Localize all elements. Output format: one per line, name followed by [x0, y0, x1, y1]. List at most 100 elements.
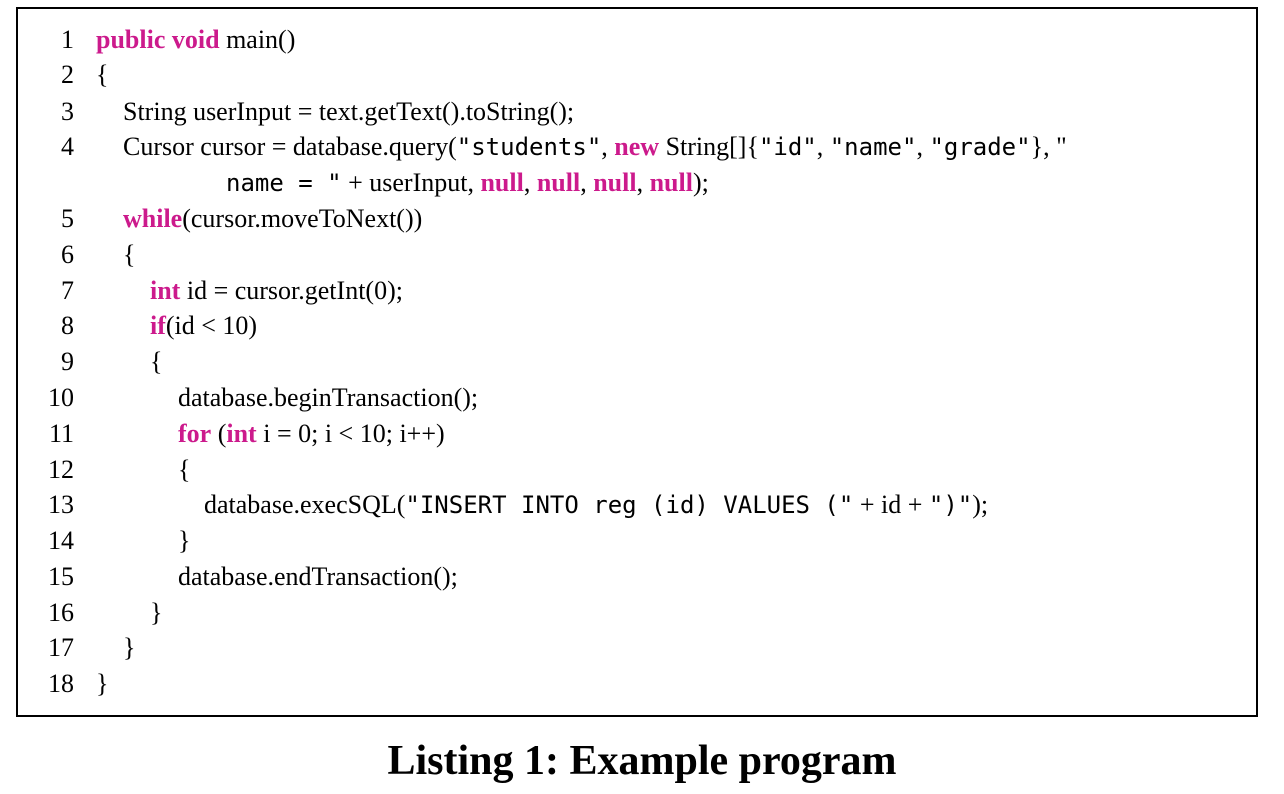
line-number: 6 [61, 240, 74, 269]
code-keyword: void [171, 25, 220, 54]
code-line: 7 int id = cursor.getInt(0); [18, 273, 1256, 309]
code-keyword: null [536, 168, 581, 197]
code-string: "grade" [929, 133, 1031, 161]
line-code: } [96, 666, 108, 702]
code-token: + id + [853, 490, 929, 519]
code-keyword: new [614, 132, 660, 161]
code-token: , [816, 132, 830, 161]
code-string: name = " [226, 169, 342, 197]
code-token: , [636, 168, 650, 197]
code-string: "INSERT INTO reg (id) VALUES (" [405, 491, 854, 519]
line-code: { [150, 344, 162, 380]
code-string: "name" [829, 133, 917, 161]
line-number: 1 [61, 25, 74, 54]
line-code: { [178, 452, 190, 488]
code-token: } [96, 669, 109, 698]
line-number: 7 [61, 276, 74, 305]
line-number: 9 [61, 347, 74, 376]
code-token: }, " [1030, 132, 1067, 161]
line-code: if(id < 10) [150, 308, 257, 344]
code-token: { [150, 347, 163, 376]
code-token: } [123, 633, 136, 662]
code-token: , [601, 132, 615, 161]
code-line: 13 database.execSQL("INSERT INTO reg (id)… [18, 487, 1256, 523]
line-code: database.beginTransaction(); [178, 380, 478, 416]
code-line: 18} [18, 666, 1256, 702]
code-token: Cursor cursor = database.query( [123, 132, 457, 161]
code-string: ")" [928, 491, 973, 519]
line-number: 14 [48, 526, 74, 555]
line-code: } [150, 595, 162, 631]
code-line: 1 public void main() [18, 22, 1256, 58]
code-token: ( [211, 419, 227, 448]
code-line: 2{ [18, 57, 1256, 93]
code-token: database.endTransaction(); [178, 562, 458, 591]
line-number: 18 [48, 669, 74, 698]
code-line: 6{ [18, 237, 1256, 273]
line-code: database.endTransaction(); [178, 559, 458, 595]
line-number: 5 [61, 204, 74, 233]
line-code: for (int i = 0; i < 10; i++) [178, 416, 445, 452]
code-string: "id" [758, 133, 817, 161]
line-number: 12 [48, 455, 74, 484]
code-token: { [178, 455, 191, 484]
code-keyword: if [150, 311, 166, 340]
code-line: 8 if(id < 10) [18, 308, 1256, 344]
line-code: Cursor cursor = database.query("students… [123, 129, 1067, 165]
code-token: (id < 10) [165, 311, 258, 340]
code-listing: 1 public void main() 2{3 String userInput =… [16, 7, 1258, 717]
line-code: String userInput = text.getText().toStri… [123, 94, 574, 130]
code-line: 10 database.beginTransaction(); [18, 380, 1256, 416]
code-line: 3 String userInput = text.getText().toStr… [18, 94, 1256, 130]
code-line: 9{ [18, 344, 1256, 380]
line-number: 3 [61, 97, 74, 126]
line-code: } [178, 523, 190, 559]
code-token: (cursor.moveToNext()) [182, 204, 423, 233]
code-token: i = 0; i < 10; i++) [256, 419, 445, 448]
code-line: 14} [18, 523, 1256, 559]
code-token: , [523, 168, 537, 197]
code-token: ); [972, 490, 989, 519]
code-line: 5 while(cursor.moveToNext()) [18, 201, 1256, 237]
code-token: , [580, 168, 594, 197]
code-keyword: null [593, 168, 637, 197]
code-token: } [178, 526, 191, 555]
code-token: } [150, 598, 163, 627]
line-code: while(cursor.moveToNext()) [123, 201, 422, 237]
code-keyword: for [178, 419, 212, 448]
code-keyword: null [649, 168, 693, 197]
code-token: , [916, 132, 930, 161]
line-code: { [123, 237, 135, 273]
code-line: 11 for (int i = 0; i < 10; i++) [18, 416, 1256, 452]
line-code: public void main() [96, 22, 295, 58]
code-line: 4 Cursor cursor = database.query("student… [18, 129, 1256, 165]
code-keyword: int [150, 276, 181, 305]
code-keyword: null [480, 168, 524, 197]
code-token: String[]{ [659, 132, 759, 161]
code-keyword: while [123, 204, 183, 233]
listing-caption: Listing 1: Example program [387, 738, 897, 784]
line-number: 15 [48, 562, 74, 591]
line-number: 10 [48, 383, 74, 412]
code-token: database.execSQL( [204, 490, 406, 519]
code-token: { [96, 60, 109, 89]
code-token: main() [219, 25, 296, 54]
code-line: 15 database.endTransaction(); [18, 559, 1256, 595]
code-string: "students" [456, 133, 602, 161]
line-code: { [96, 57, 108, 93]
line-number: 2 [61, 60, 74, 89]
code-line: 17} [18, 630, 1256, 666]
code-line: name = " + userInput, null, null, null, … [18, 165, 1256, 201]
line-code: } [123, 630, 135, 666]
line-number: 8 [61, 311, 74, 340]
line-code: int id = cursor.getInt(0); [150, 273, 403, 309]
code-keyword: public [96, 25, 166, 54]
code-line: 16} [18, 595, 1256, 631]
line-code: name = " + userInput, null, null, null, … [226, 165, 709, 201]
line-number: 17 [48, 633, 74, 662]
line-number: 11 [48, 419, 74, 448]
code-token: + userInput, [341, 168, 481, 197]
line-number: 16 [48, 598, 74, 627]
line-code: database.execSQL("INSERT INTO reg (id) V… [204, 487, 988, 523]
code-keyword: int [226, 419, 257, 448]
